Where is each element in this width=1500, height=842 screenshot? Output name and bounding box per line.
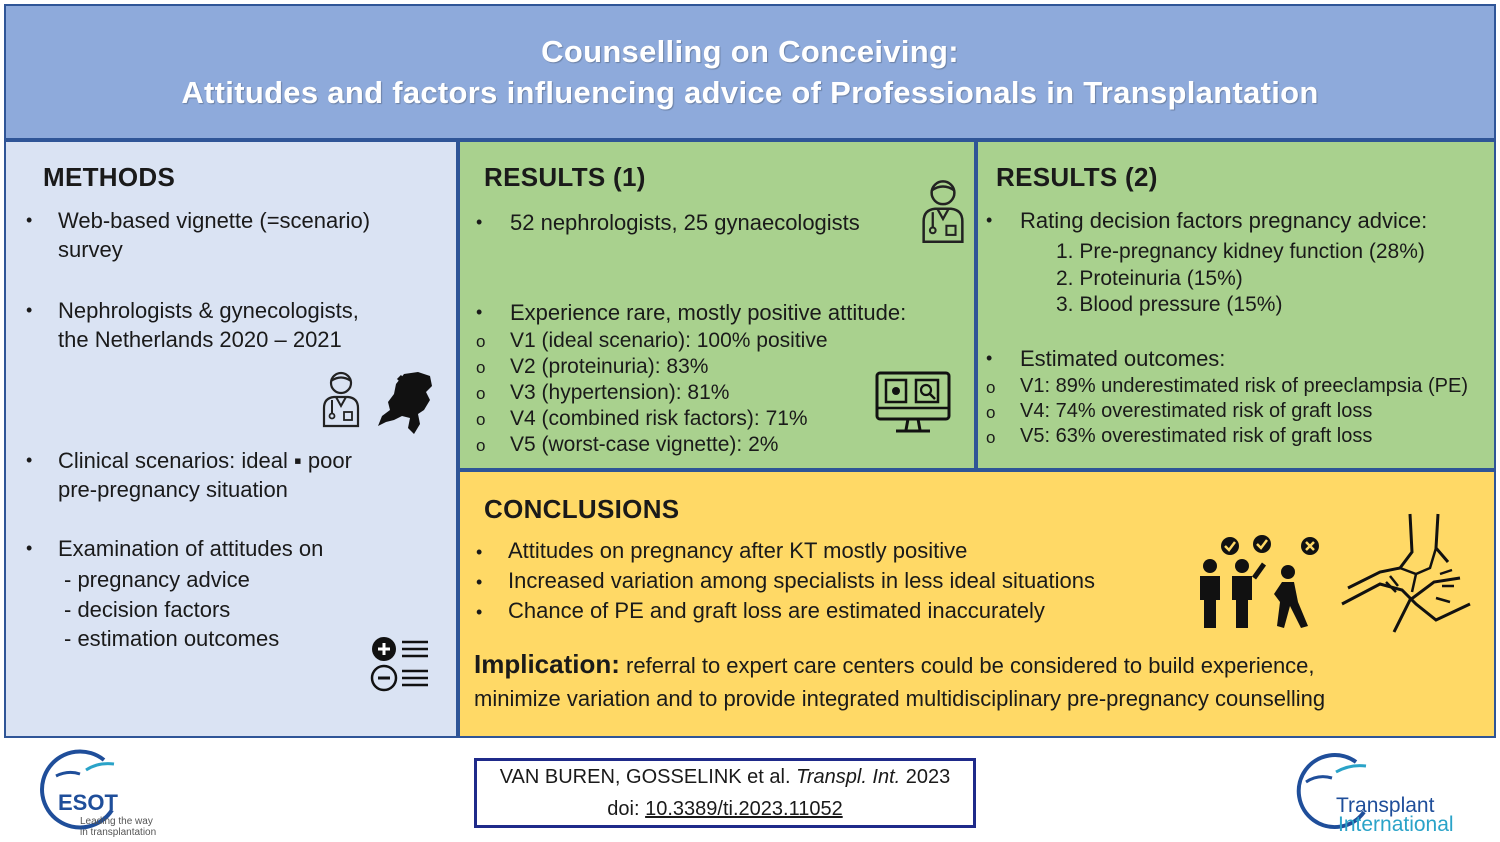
citation-authors: VAN BUREN, GOSSELINK et al. <box>499 766 791 788</box>
results-2-bullet-1: Rating decision factors pregnancy advice… <box>1020 208 1428 233</box>
methods-sub-item-1: - pregnancy advice <box>64 567 250 592</box>
circle-bullet: o <box>476 384 486 403</box>
results-1-bullet-1: 52 nephrologists, 25 gynaecologists <box>510 210 860 235</box>
people-opinions-icon <box>1200 535 1319 628</box>
results-1-title: RESULTS (1) <box>484 162 646 192</box>
methods-title: METHODS <box>43 162 176 192</box>
results-2-bullet-2: Estimated outcomes: <box>1020 346 1226 371</box>
methods-bullet-2-line-1: Nephrologists & gynecologists, <box>58 298 359 323</box>
title-line-1: Counselling on Conceiving: <box>541 34 959 69</box>
decision-factor-1: 1. Pre-pregnancy kidney function (28%) <box>1056 240 1425 263</box>
methods-sub-item-3: - estimation outcomes <box>64 626 280 651</box>
conclusions-panel: CONCLUSIONS • Attitudes on pregnancy aft… <box>458 470 1496 738</box>
outcome-item-2: V4: 74% overestimated risk of graft loss <box>1020 400 1373 422</box>
methods-bullet-4-line-1: Examination of attitudes on <box>58 536 324 561</box>
methods-bullet-3-line-1: Clinical scenarios: ideal ▪ poor <box>58 448 352 473</box>
bullet: • <box>986 210 993 230</box>
citation-journal: Transpl. Int. <box>796 766 901 788</box>
outcome-item-1: V1: 89% underestimated risk of preeclamp… <box>1020 375 1468 397</box>
implication-label: Implication: <box>474 649 620 679</box>
conclusion-item-1: Attitudes on pregnancy after KT mostly p… <box>508 538 968 563</box>
methods-bullet-3-line-2: pre-pregnancy situation <box>58 477 288 502</box>
doctor-icon <box>922 180 964 243</box>
esot-logo-text: ESOT <box>58 790 118 815</box>
conclusions-title: CONCLUSIONS <box>484 494 680 524</box>
methods-bullet-2-line-2: the Netherlands 2020 – 2021 <box>58 327 342 352</box>
bullet: • <box>476 302 483 322</box>
vignette-item-3: V3 (hypertension): 81% <box>510 381 730 404</box>
methods-sub-item-2: - decision factors <box>64 597 231 622</box>
esot-tagline-2: in transplantation <box>80 827 157 838</box>
bullet: • <box>26 538 33 558</box>
bullet: • <box>476 572 483 592</box>
methods-panel: METHODS • Web-based vignette (=scenario)… <box>4 140 458 738</box>
bullet: • <box>476 602 483 622</box>
citation-box: VAN BUREN, GOSSELINK et al. Transpl. Int… <box>474 758 976 828</box>
circle-bullet: o <box>986 403 996 422</box>
vignette-item-2: V2 (proteinuria): 83% <box>510 355 709 378</box>
citation-line-1: VAN BUREN, GOSSELINK et al. Transpl. Int… <box>500 761 951 793</box>
online-survey-computer-icon <box>875 371 951 433</box>
bullet: • <box>26 300 33 320</box>
vignette-item-5: V5 (worst-case vignette): 2% <box>510 433 779 456</box>
circle-bullet: o <box>476 358 486 377</box>
results-2-title: RESULTS (2) <box>996 162 1158 192</box>
transplant-international-logo-icon <box>1296 753 1367 830</box>
header-banner: Counselling on Conceiving: Attitudes and… <box>4 4 1496 140</box>
outcome-item-3: V5: 63% overestimated risk of graft loss <box>1020 425 1373 447</box>
implication-line-2: minimize variation and to provide integr… <box>474 686 1326 711</box>
implication-text-1: referral to expert care centers could be… <box>626 653 1315 678</box>
decision-factor-2: 2. Proteinuria (15%) <box>1056 267 1243 290</box>
circle-bullet: o <box>986 378 996 397</box>
ti-logo-line-1: Transplant <box>1336 794 1435 817</box>
pros-cons-list-icon <box>370 637 428 692</box>
netherlands-map-icon <box>378 372 432 434</box>
conclusion-item-2: Increased variation among specialists in… <box>508 568 1095 593</box>
vignette-item-1: V1 (ideal scenario): 100% positive <box>510 329 828 352</box>
bullet: • <box>26 210 33 230</box>
circle-bullet: o <box>476 436 486 455</box>
methods-bullet-1-line-1: Web-based vignette (=scenario) <box>58 208 371 233</box>
bullet: • <box>476 212 483 232</box>
esot-tagline-1: Leading the way <box>80 816 153 827</box>
ti-logo-line-2: International <box>1338 813 1454 836</box>
bullet: • <box>26 450 33 470</box>
circle-bullet: o <box>476 410 486 429</box>
doctor-icon <box>322 371 360 428</box>
team-hands-icon <box>1341 513 1471 633</box>
title-line-2: Attitudes and factors influencing advice… <box>181 75 1319 110</box>
implication-line-1: Implication: referral to expert care cen… <box>474 650 1315 680</box>
methods-bullet-1-line-2: survey <box>58 237 123 262</box>
esot-logo-icon <box>40 749 115 830</box>
vignette-item-4: V4 (combined risk factors): 71% <box>510 407 808 430</box>
results-1-bullet-2: Experience rare, mostly positive attitud… <box>510 300 907 325</box>
results-1-panel: RESULTS (1) • 52 nephrologists, 25 gynae… <box>458 140 976 470</box>
bullet: • <box>476 542 483 562</box>
doi-label: doi: <box>607 798 640 820</box>
citation-line-2: doi: 10.3389/ti.2023.11052 <box>607 793 842 825</box>
circle-bullet: o <box>986 428 996 447</box>
circle-bullet: o <box>476 332 486 351</box>
results-2-panel: RESULTS (2) • Rating decision factors pr… <box>976 140 1496 470</box>
bullet: • <box>986 348 993 368</box>
citation-year: 2023 <box>905 766 951 788</box>
decision-factor-3: 3. Blood pressure (15%) <box>1056 293 1283 316</box>
doi-link[interactable]: 10.3389/ti.2023.11052 <box>645 798 843 820</box>
conclusion-item-3: Chance of PE and graft loss are estimate… <box>508 598 1045 623</box>
